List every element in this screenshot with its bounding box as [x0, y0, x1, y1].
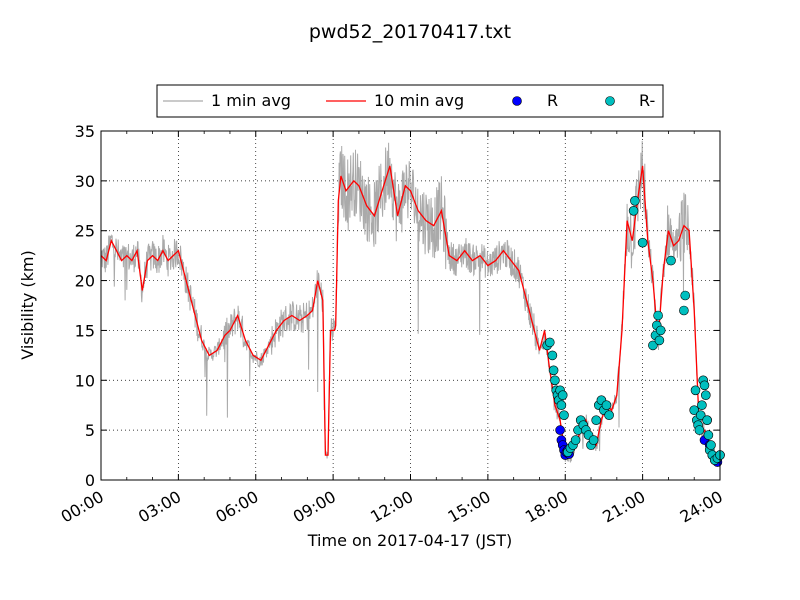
point-r-minus [557, 390, 568, 401]
point-r-minus [544, 337, 555, 348]
point-r-minus [690, 385, 701, 396]
point-r-minus [654, 335, 665, 346]
point-r-minus [601, 400, 612, 411]
series-line-10min-avg [100, 165, 720, 461]
point-r-minus [548, 365, 559, 376]
point-r-minus [679, 305, 689, 316]
point-r-minus [694, 425, 705, 435]
point-r-minus [706, 440, 716, 450]
point-r-minus [695, 410, 706, 421]
y-tick-label: 15 [75, 321, 95, 340]
point-r-minus [559, 410, 569, 421]
legend-marker-r-minus [605, 96, 615, 106]
point-r-minus [591, 415, 602, 426]
y-tick-label: 20 [75, 272, 95, 291]
point-r-minus [680, 290, 691, 301]
point-r-minus [630, 196, 640, 206]
legend-label-1min: 1 min avg [211, 91, 291, 110]
point-r-minus [699, 380, 710, 391]
y-tick-label: 5 [85, 421, 95, 440]
point-r-minus [702, 415, 712, 426]
point-r-minus [700, 390, 711, 401]
legend: 1 min avg 10 min avg R R- [156, 84, 664, 118]
legend-marker-r [512, 96, 522, 106]
y-axis-label: Visibility (km) [18, 250, 37, 359]
legend-box [156, 84, 664, 118]
point-r-minus [550, 375, 560, 386]
point-r-minus [697, 400, 707, 411]
point-r [555, 425, 565, 435]
point-r-minus [655, 325, 666, 336]
point-r-minus [666, 255, 676, 266]
y-tick-label: 35 [75, 122, 95, 141]
point-r-minus [628, 206, 639, 216]
y-tick-label: 0 [85, 471, 95, 490]
point-r-minus [689, 405, 700, 416]
legend-label-r-minus: R- [639, 91, 655, 110]
point-r-minus [703, 430, 714, 440]
legend-label-10min: 10 min avg [374, 91, 464, 110]
point-r-minus [653, 310, 663, 321]
point-r-minus [604, 410, 614, 421]
point-r-minus [648, 340, 658, 351]
y-tick-label: 25 [75, 222, 95, 241]
y-tick-label: 30 [75, 172, 95, 191]
point-r-minus [588, 435, 599, 445]
point-r-minus [556, 400, 567, 411]
y-tick-label: 10 [75, 371, 95, 390]
point-r-minus [570, 435, 581, 445]
plot-data [100, 140, 725, 467]
point-r-minus [637, 237, 648, 248]
point-r-minus [547, 350, 558, 361]
legend-label-r: R [547, 91, 558, 110]
x-axis-label: Time on 2017-04-17 (JST) [307, 531, 512, 550]
chart-title: pwd52_20170417.txt [309, 21, 511, 43]
